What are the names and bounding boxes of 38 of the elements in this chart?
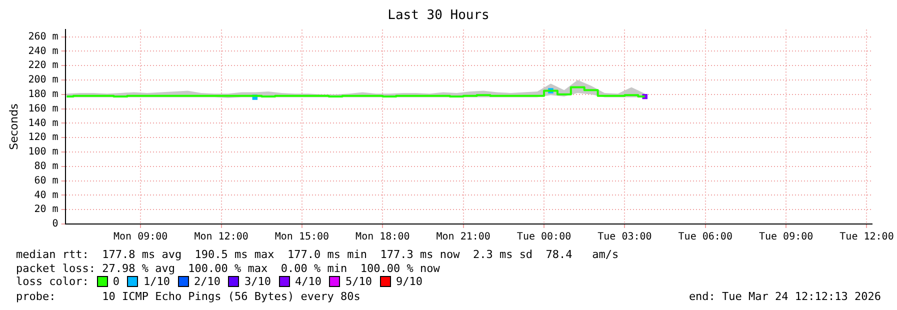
y-tick-label: 200 m	[28, 74, 58, 86]
y-tick-label: 0	[52, 218, 58, 230]
y-tick-label: 80 m	[34, 160, 58, 172]
x-tick-label: Mon 12:00	[194, 232, 248, 243]
chart-title: Last 30 Hours	[388, 8, 490, 24]
x-tick-label: Tue 12:00	[840, 232, 894, 243]
legend-title: loss color:	[16, 275, 89, 288]
legend-label: 2/10	[194, 275, 220, 288]
legend-label: 9/10	[396, 275, 422, 288]
y-tick-label: 260 m	[28, 31, 58, 42]
x-tick-label: Tue 06:00	[678, 232, 732, 243]
y-tick-label: 220 m	[28, 60, 58, 72]
legend-label: 4/10	[294, 275, 322, 288]
x-tick-label: Mon 09:00	[114, 232, 168, 243]
y-tick-label: 60 m	[34, 175, 58, 186]
legend-label: 1/10	[143, 275, 170, 288]
x-tick-label: Mon 21:00	[436, 232, 490, 243]
text: end: Tue Mar 24 12:12:13 2026	[688, 290, 881, 304]
y-tick-label: 240 m	[28, 46, 58, 57]
y-tick-label: 120 m	[28, 132, 58, 144]
x-tick-label: Tue 09:00	[758, 232, 814, 243]
x-tick-label: Tue 00:00	[516, 232, 572, 243]
y-tick-label: 20 m	[34, 204, 58, 216]
y-tick-label: 40 m	[34, 190, 58, 201]
x-tick-label: Mon 15:00	[274, 232, 330, 243]
y-axis-title: Seconds	[7, 103, 20, 150]
y-tick-label: 100 m	[28, 146, 58, 158]
y-tick-label: 180 m	[28, 88, 58, 100]
text: packet loss: 27.98 % avg 100.00 % max 0.00 % min 100.00 % now	[16, 262, 440, 276]
legend-label: 3/10	[244, 275, 271, 288]
legend-label: 5/10	[345, 275, 372, 288]
x-tick-label: Tue 03:00	[598, 232, 652, 243]
text: median rtt: 177.8 ms avg 190.5 ms max 177.0 ms min 177.3 ms now 2.3 ms sd 78.4 am/s	[16, 248, 619, 262]
x-tick-label: Mon 18:00	[356, 232, 410, 243]
legend-label: 0	[112, 275, 120, 288]
text: probe: 10 ICMP Echo Pings (56 Bytes) every 80s	[16, 290, 360, 304]
y-tick-label: 140 m	[28, 118, 58, 129]
y-tick-label: 160 m	[28, 103, 58, 114]
